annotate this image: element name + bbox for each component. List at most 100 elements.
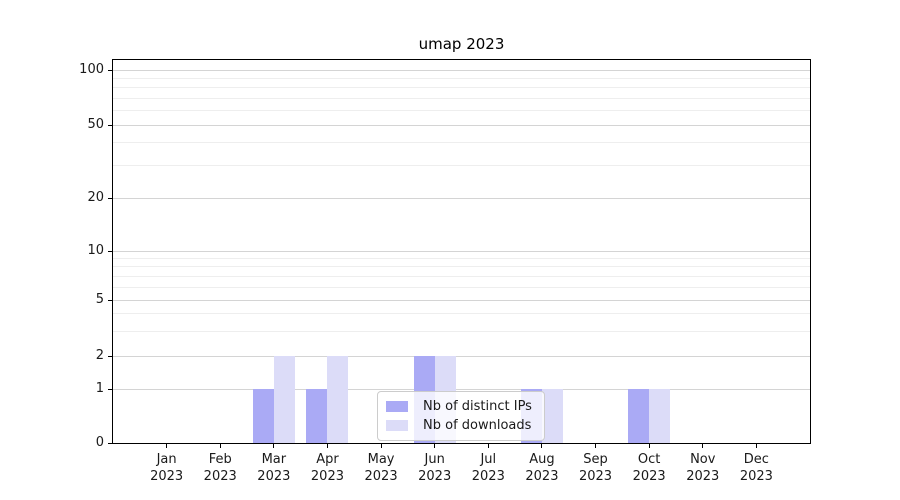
x-tick-month: Feb xyxy=(208,452,232,467)
x-tick-month: May xyxy=(367,452,395,467)
legend: Nb of distinct IPs Nb of downloads xyxy=(377,391,545,441)
x-tick-month: Jun xyxy=(424,452,445,467)
x-tick-month: Mar xyxy=(261,452,287,467)
y-tick-mark xyxy=(108,355,113,357)
x-tick-mark xyxy=(755,444,757,448)
gridline-major xyxy=(113,355,810,357)
y-tick-label: 0 xyxy=(95,435,104,450)
x-tick-year: 2023 xyxy=(632,469,666,484)
x-tick-month: Jul xyxy=(480,452,497,467)
bar-distinct-ips-apr xyxy=(306,389,328,443)
x-tick-label: Mar 2023 xyxy=(234,451,314,485)
x-tick-month: Nov xyxy=(690,452,716,467)
x-tick-year: 2023 xyxy=(739,469,773,484)
x-tick-label: Jul 2023 xyxy=(448,451,528,485)
y-tick-mark xyxy=(108,69,113,71)
gridline-minor xyxy=(113,142,810,144)
x-tick-year: 2023 xyxy=(310,469,344,484)
x-tick-mark xyxy=(434,444,436,448)
gridline-minor xyxy=(113,275,810,277)
gridline-minor xyxy=(113,330,810,332)
bar-distinct-ips-oct xyxy=(628,389,650,443)
x-tick-mark xyxy=(702,444,704,448)
x-tick-year: 2023 xyxy=(578,469,613,484)
bar-downloads-aug xyxy=(541,389,563,443)
x-tick-label: Sep 2023 xyxy=(556,451,636,485)
legend-label: Nb of distinct IPs xyxy=(423,399,532,414)
x-tick-year: 2023 xyxy=(257,469,291,484)
y-tick-mark xyxy=(108,388,113,390)
x-tick-mark xyxy=(487,444,489,448)
legend-item-distinct-ips: Nb of distinct IPs xyxy=(386,397,536,416)
bar-downloads-mar xyxy=(273,356,295,443)
x-tick-year: 2023 xyxy=(150,469,184,484)
x-tick-year: 2023 xyxy=(471,469,505,484)
gridline-minor xyxy=(113,87,810,89)
x-tick-mark xyxy=(166,444,168,448)
x-tick-mark xyxy=(648,444,650,448)
y-tick-mark xyxy=(108,124,113,126)
gridline-minor xyxy=(113,286,810,288)
y-tick-label: 5 xyxy=(95,292,104,307)
legend-label: Nb of downloads xyxy=(423,418,532,433)
x-tick-mark xyxy=(326,444,328,448)
chart-title: umap 2023 xyxy=(418,35,505,53)
x-tick-label: Aug 2023 xyxy=(502,451,582,485)
x-tick-month: Oct xyxy=(637,452,661,467)
gridline-major xyxy=(113,124,810,126)
x-tick-mark xyxy=(219,444,221,448)
plot-area: Nb of distinct IPs Nb of downloads xyxy=(112,59,811,444)
y-tick-mark xyxy=(108,442,113,444)
x-tick-month: Aug xyxy=(529,452,555,467)
y-tick-mark xyxy=(108,299,113,301)
y-tick-label: 50 xyxy=(87,117,104,132)
y-tick-label: 20 xyxy=(87,190,104,205)
gridline-major xyxy=(113,250,810,252)
gridline-major xyxy=(113,69,810,71)
x-tick-year: 2023 xyxy=(686,469,720,484)
x-tick-year: 2023 xyxy=(364,469,398,484)
gridline-major xyxy=(113,299,810,301)
gridline-minor xyxy=(113,110,810,112)
gridline-minor xyxy=(113,313,810,315)
x-tick-label: Jun 2023 xyxy=(395,451,475,485)
x-tick-month: Dec xyxy=(743,452,769,467)
gridline-minor xyxy=(113,266,810,268)
y-tick-mark xyxy=(108,197,113,199)
legend-item-downloads: Nb of downloads xyxy=(386,416,536,435)
x-tick-mark xyxy=(380,444,382,448)
x-tick-year: 2023 xyxy=(525,469,559,484)
x-tick-label: Feb 2023 xyxy=(180,451,260,485)
gridline-minor xyxy=(113,165,810,167)
y-tick-label: 10 xyxy=(87,243,104,258)
gridline-minor xyxy=(113,257,810,259)
bar-distinct-ips-mar xyxy=(252,389,274,443)
y-tick-label: 100 xyxy=(79,62,104,77)
x-tick-mark xyxy=(595,444,597,448)
x-tick-label: Nov 2023 xyxy=(663,451,743,485)
gridline-major xyxy=(113,197,810,199)
x-tick-label: Dec 2023 xyxy=(716,451,796,485)
x-tick-label: Jan 2023 xyxy=(127,451,207,485)
x-tick-mark xyxy=(273,444,275,448)
x-tick-month: Sep xyxy=(583,452,608,467)
x-tick-year: 2023 xyxy=(418,469,452,484)
legend-swatch-distinct-ips xyxy=(386,401,408,412)
gridline-major xyxy=(113,388,810,390)
y-tick-label: 1 xyxy=(95,381,104,396)
y-tick-mark xyxy=(108,250,113,252)
y-tick-label: 2 xyxy=(95,348,104,363)
x-tick-label: Oct 2023 xyxy=(609,451,689,485)
x-tick-year: 2023 xyxy=(203,469,237,484)
x-tick-label: Apr 2023 xyxy=(287,451,367,485)
legend-swatch-downloads xyxy=(386,420,408,431)
gridline-minor xyxy=(113,97,810,99)
bar-downloads-oct xyxy=(649,389,671,443)
x-tick-month: Jan xyxy=(156,452,177,467)
x-tick-label: May 2023 xyxy=(341,451,421,485)
gridline-minor xyxy=(113,77,810,79)
bar-downloads-apr xyxy=(327,356,349,443)
x-tick-mark xyxy=(541,444,543,448)
x-tick-month: Apr xyxy=(316,452,339,467)
